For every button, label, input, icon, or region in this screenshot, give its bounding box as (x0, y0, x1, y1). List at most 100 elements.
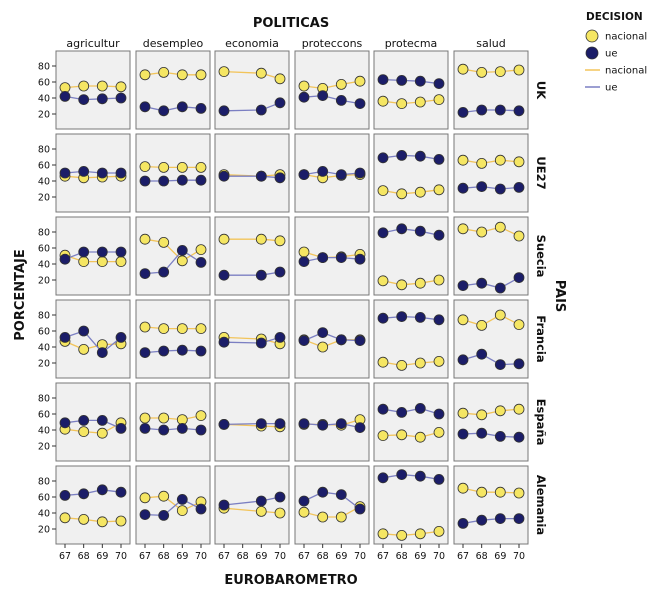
ue-point (218, 269, 230, 281)
panel-UK-proteccons (294, 50, 370, 130)
row-label: Alemania (534, 475, 548, 535)
nacional-point (396, 188, 408, 200)
ue-point (158, 105, 170, 117)
nacional-point (78, 80, 90, 92)
x-tick-label: 70 (195, 551, 207, 562)
ue-point (494, 282, 506, 294)
ue-point (457, 428, 469, 440)
panel-España-economia (214, 382, 290, 462)
ue-point (354, 167, 366, 179)
nacional-point (96, 427, 108, 439)
ue-point (274, 172, 286, 184)
x-tick-label: 67 (457, 551, 469, 562)
nacional-point (317, 341, 329, 353)
ue-series-line (145, 179, 201, 182)
panel-background (373, 50, 449, 130)
row-label: España (534, 399, 548, 446)
nacional-series-line (462, 68, 520, 74)
ue-point (96, 347, 108, 359)
nacional-point (433, 355, 445, 367)
nacional-point (158, 323, 170, 335)
x-tick-label: 69 (414, 551, 426, 562)
ue-point (317, 419, 329, 431)
legend-label: nacional (605, 32, 647, 43)
ue-point (317, 252, 329, 264)
nacional-point (158, 67, 170, 78)
ue-point (494, 430, 506, 442)
nacional-point (414, 431, 426, 443)
y-tick-label: 80 (38, 145, 50, 156)
x-tick-label: 70 (115, 551, 127, 562)
ue-point (476, 427, 488, 439)
nacional-series-line (382, 279, 440, 286)
panel-Francia-desempleo (135, 299, 211, 379)
y-tick-label: 20 (38, 110, 50, 121)
nacional-point (274, 73, 286, 85)
nacional-point (457, 223, 469, 235)
ue-point (377, 403, 389, 415)
y-tick-label: 40 (38, 343, 50, 354)
ue-series-line (144, 498, 202, 517)
ue-point (139, 175, 151, 187)
nacional-point (513, 230, 525, 242)
ue-point (377, 312, 389, 324)
y-tick-label: 60 (38, 244, 50, 255)
legend-label: nacional (605, 66, 647, 77)
nacional-point (218, 66, 230, 77)
ue-point (513, 272, 525, 284)
panel-UE27-agricultur (55, 133, 131, 213)
ue-series-line (303, 94, 361, 105)
nacional-series-line (64, 175, 122, 179)
ue-point (274, 491, 286, 503)
ue-point (396, 223, 408, 235)
panel-Suecia-agricultur (55, 216, 131, 296)
ue-point (354, 98, 366, 109)
ue-point (274, 266, 286, 278)
nacional-point (354, 75, 366, 87)
ue-point (377, 227, 389, 239)
nacional-point (255, 67, 267, 79)
ue-point (195, 345, 207, 357)
nacional-series-line (462, 314, 520, 327)
panel-España-proteccons (294, 382, 370, 462)
x-tick-label: 69 (255, 551, 267, 562)
ue-series-line (462, 109, 520, 114)
ue-point (433, 314, 445, 326)
ue-point (139, 509, 151, 520)
ue-point (139, 268, 151, 280)
y-axis-label: PORCENTAJE (13, 249, 28, 341)
y-tick-label: 80 (38, 62, 50, 73)
nacional-point (513, 156, 525, 168)
ue-point (176, 344, 188, 356)
nacional-point (433, 94, 445, 105)
y-tick-label: 60 (38, 161, 50, 172)
ue-point (218, 105, 230, 117)
nacional-point (59, 512, 71, 524)
ue-series-line (144, 427, 202, 431)
x-tick-label: 68 (396, 551, 408, 562)
ue-series-line (462, 517, 519, 525)
nacional-point (396, 530, 408, 541)
column-header: agricultur (66, 37, 120, 50)
ue-point (78, 414, 90, 426)
ue-point (115, 92, 127, 104)
row-label: UE27 (534, 156, 548, 189)
y-tick-label: 20 (38, 276, 50, 287)
nacional-point (396, 429, 408, 441)
nacional-series-line (462, 159, 520, 165)
ue-series-line (303, 422, 361, 429)
ue-point (457, 354, 469, 366)
ue-point (115, 422, 127, 434)
ue-point (335, 489, 347, 501)
nacional-point (274, 235, 286, 247)
panel-background (135, 299, 211, 379)
column-header: salud (476, 37, 505, 50)
nacional-point (298, 246, 310, 258)
nacional-point (78, 514, 90, 525)
x-tick-label: 67 (59, 551, 71, 562)
ue-series-line (462, 185, 520, 190)
nacional-point (195, 244, 207, 256)
x-tick-label: 67 (377, 551, 389, 562)
ue-point (96, 484, 108, 496)
ue-point (195, 256, 207, 268)
